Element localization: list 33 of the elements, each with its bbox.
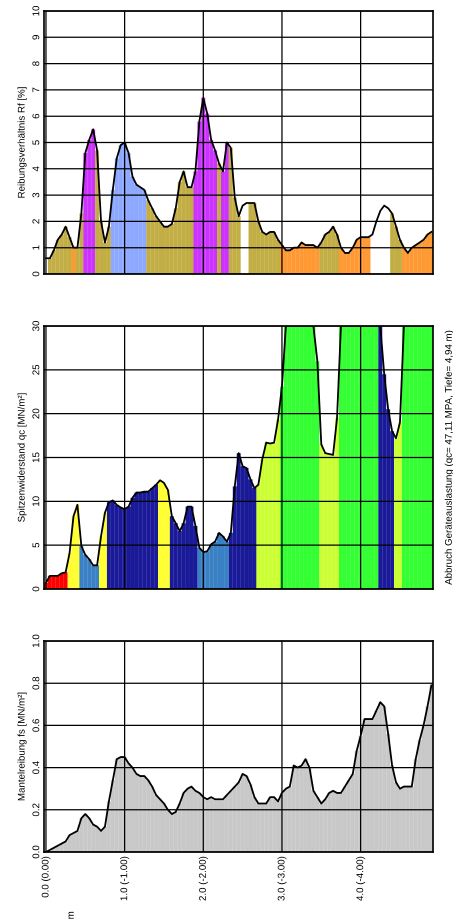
- y-tick-label: 0.0: [32, 846, 40, 858]
- y-tick-label: 0.2: [32, 804, 40, 816]
- y-tick-label: 5: [32, 140, 40, 145]
- y-tick-label: 9: [32, 35, 40, 40]
- y-tick-label: 0.8: [32, 676, 40, 690]
- x-tick-label: 4.0 (-4.00): [356, 856, 366, 901]
- y-tick-label: 25: [32, 364, 40, 375]
- y-tick-label: 15: [32, 452, 40, 462]
- y-tick-label: 1.0: [32, 634, 40, 648]
- y-tick-label: 10: [32, 6, 40, 16]
- y-tick-label: 1: [32, 245, 40, 250]
- y-tick-label: 0.4: [32, 761, 40, 774]
- x-tick-label: 1.0 (-1.00): [120, 856, 130, 900]
- y-tick-label: 30: [32, 320, 40, 332]
- text: m: [68, 912, 74, 919]
- y-tick-label: 8: [32, 61, 40, 66]
- y-axis-title: Spitzenwiderstand qc [MN/m²]: [18, 393, 27, 522]
- y-tick-label: 6: [32, 114, 40, 118]
- x-tick-label: 0.0 (0.00): [41, 856, 50, 898]
- y-tick-label: 0.6: [32, 719, 40, 732]
- y-tick-label: 0: [32, 586, 40, 592]
- x-tick-label: 3.0 (-3.00): [277, 856, 286, 901]
- y-tick-label: 5: [32, 542, 40, 548]
- y-tick-label: 3: [32, 192, 40, 198]
- x-tick-label: 2.0 (-2.00): [198, 856, 208, 901]
- y-tick-label: 7: [32, 88, 40, 92]
- y-tick-label: 10: [32, 496, 40, 506]
- y-tick-label: 0: [32, 272, 40, 276]
- y-tick-label: 4: [32, 166, 40, 172]
- y-tick-label: 20: [32, 408, 40, 419]
- y-axis-title: Mantelreibung fs [MN/m²]: [18, 692, 27, 800]
- y-axis-title: Reibungsverhältnis Rf [%]: [18, 87, 27, 198]
- y-tick-label: 2: [32, 219, 40, 224]
